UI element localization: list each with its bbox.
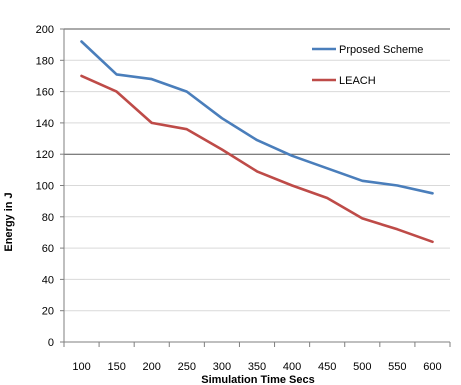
x-tick-label: 150 xyxy=(107,361,125,373)
y-tick-label: 0 xyxy=(48,337,54,349)
x-tick-label: 350 xyxy=(248,361,266,373)
y-axis-title: Energy in J xyxy=(3,192,15,251)
y-tick-label: 40 xyxy=(42,274,54,286)
x-tick-label: 400 xyxy=(283,361,301,373)
y-tick-label: 120 xyxy=(36,149,54,161)
x-tick-label: 450 xyxy=(318,361,336,373)
series-line-1 xyxy=(80,74,434,244)
x-tick-label: 600 xyxy=(423,361,441,373)
y-tick-label: 200 xyxy=(36,24,54,36)
x-tick-label: 200 xyxy=(143,361,161,373)
y-tick-label: 180 xyxy=(36,55,54,67)
series-line-0 xyxy=(80,40,434,195)
y-tick-label: 20 xyxy=(42,306,54,318)
y-tick-label: 160 xyxy=(36,87,54,99)
x-axis-title: Simulation Time Secs xyxy=(201,374,315,385)
x-tick-label: 100 xyxy=(72,361,90,373)
series-lines xyxy=(80,40,434,244)
x-tick-label: 250 xyxy=(178,361,196,373)
y-tick-labels: 0 20 40 60 80 100 120 140 160 180 200 xyxy=(36,24,54,349)
x-tick-label: 550 xyxy=(388,361,406,373)
x-tick-label: 500 xyxy=(353,361,371,373)
legend-label-1: LEACH xyxy=(339,75,376,87)
y-tick-label: 80 xyxy=(42,212,54,224)
legend: Prposed Scheme LEACH xyxy=(312,44,423,87)
y-tick-label: 140 xyxy=(36,118,54,130)
x-tick-labels: 100 150 200 250 300 350 400 450 500 550 600 xyxy=(72,361,441,373)
x-tick-label: 300 xyxy=(213,361,231,373)
y-tick-label: 100 xyxy=(36,181,54,193)
axes xyxy=(60,28,451,347)
legend-label-0: Prposed Scheme xyxy=(339,44,423,56)
grid-lines xyxy=(64,28,450,312)
y-tick-label: 60 xyxy=(42,243,54,255)
